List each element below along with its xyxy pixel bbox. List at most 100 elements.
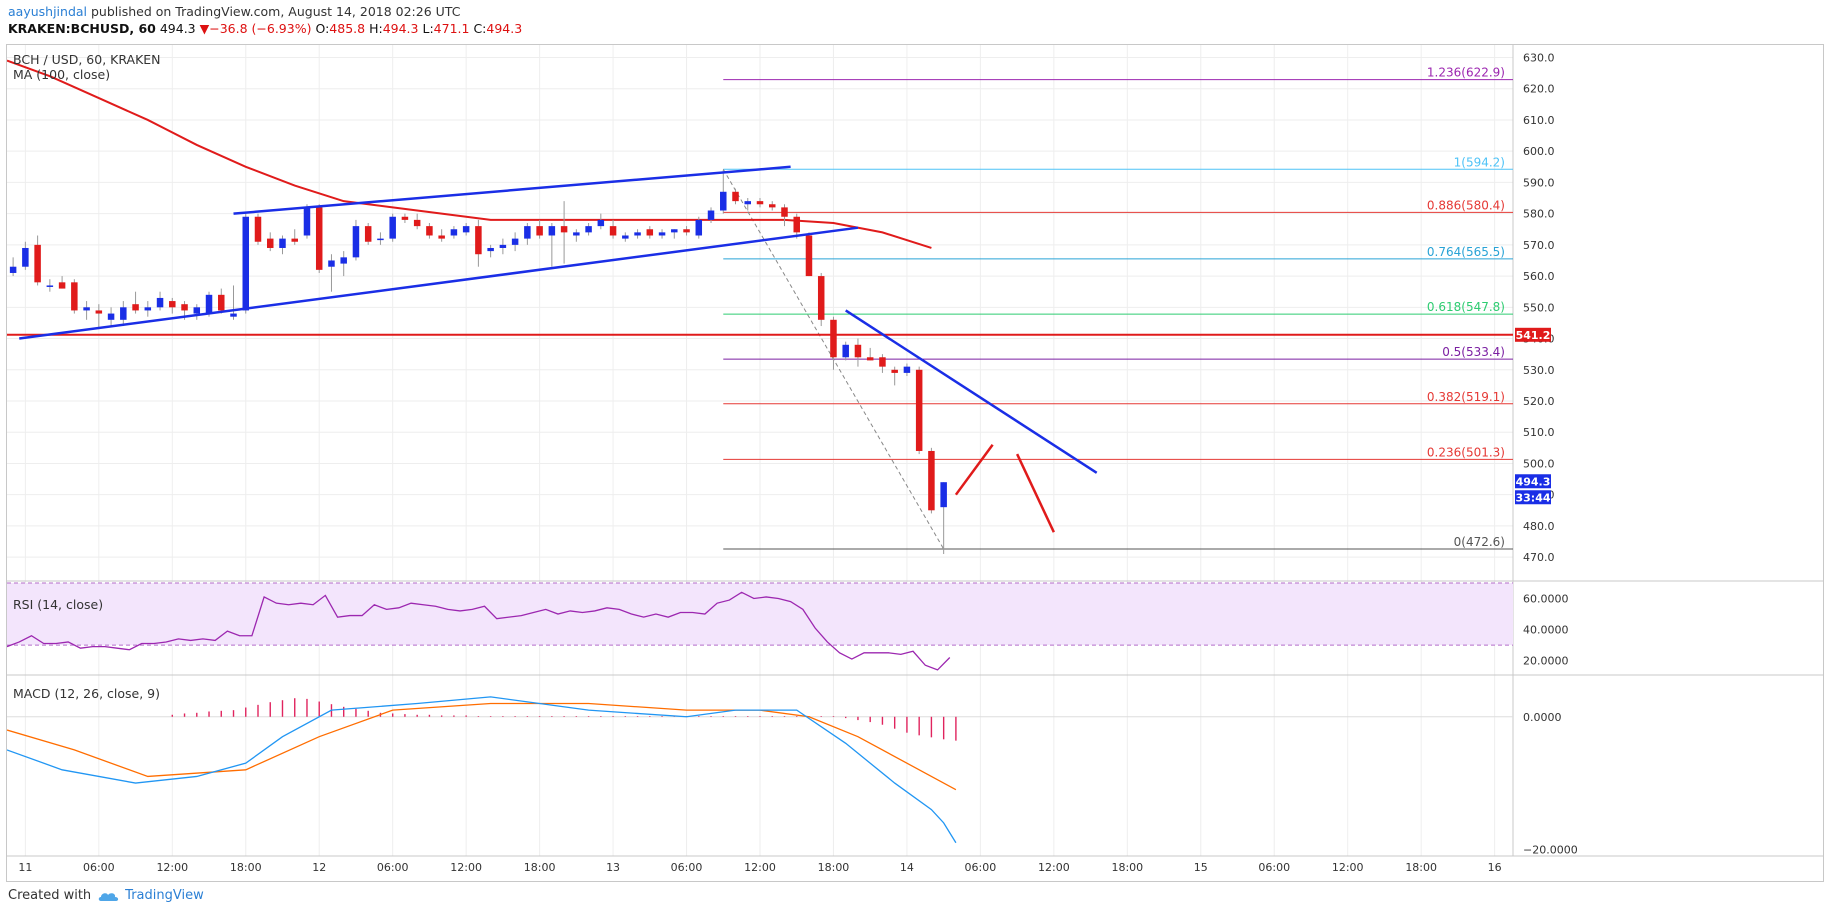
candle-bull [487, 247, 494, 252]
created-with-label: Created with [8, 888, 92, 903]
time-tick-label: 12:00 [450, 861, 482, 874]
candle-bull [707, 210, 715, 220]
high-value: 494.3 [382, 21, 419, 36]
macd-tick-label: −20.0000 [1523, 843, 1578, 856]
candle-bear [683, 229, 690, 233]
candle-bull [352, 226, 360, 258]
rsi-tick-label: 40.0000 [1523, 624, 1569, 637]
low-label: L: [422, 21, 434, 36]
rsi-tick-label: 60.0000 [1523, 593, 1569, 606]
trendline [19, 226, 859, 340]
price-tick-label: 600.0 [1523, 145, 1555, 158]
candle-bear [34, 244, 41, 283]
candle-bear [413, 219, 421, 227]
price-tick-label: 620.0 [1523, 83, 1555, 96]
fib-level-label: 1(594.2) [1454, 155, 1505, 169]
candle-bear [793, 216, 800, 233]
price-tick-label: 470.0 [1523, 551, 1555, 564]
candle-bear [830, 319, 837, 358]
candle-bull [695, 219, 703, 236]
time-tick-label: 06:00 [377, 861, 409, 874]
price-tick-label: 500.0 [1523, 457, 1555, 470]
candle-bull [389, 216, 396, 239]
candle-bull [622, 235, 629, 239]
candle-bull [46, 285, 54, 287]
candle-bear [817, 276, 825, 320]
time-tick-label: 06:00 [671, 861, 703, 874]
rsi-band [7, 583, 1513, 646]
candle-bear [854, 344, 862, 358]
time-tick-label: 12:00 [156, 861, 188, 874]
candle-bull [205, 294, 213, 314]
candle-bear [169, 301, 176, 308]
candle-bear [879, 357, 886, 367]
publication-line: aayushjindal published on TradingView.co… [8, 4, 460, 19]
time-tick-label: 13 [606, 861, 620, 874]
candle-bull [377, 238, 384, 241]
price-tick-label: 530.0 [1523, 364, 1555, 377]
horizontal-level-tag-bg [1515, 327, 1551, 342]
macd-line [7, 696, 957, 844]
last-price: 494.3 [159, 21, 196, 36]
candle-bear [401, 216, 409, 220]
footer: Created with TradingView [8, 888, 204, 903]
candle-bull [524, 226, 531, 239]
countdown-tag: 33:44 [1515, 491, 1550, 504]
tradingview-link[interactable]: TradingView [125, 888, 204, 903]
time-tick-label: 06:00 [83, 861, 115, 874]
candle-bear [266, 238, 274, 248]
candle-bull [842, 344, 849, 358]
rsi-legend: RSI (14, close) [13, 597, 104, 612]
price-tick-label: 570.0 [1523, 239, 1555, 252]
time-tick-label: 15 [1194, 861, 1208, 874]
candle-bear [928, 450, 935, 511]
high-label: H: [369, 21, 383, 36]
fib-level-label: 1.236(622.9) [1427, 66, 1505, 80]
candle-bear [71, 282, 78, 311]
ohlc-line: KRAKEN:BCHUSD, 60 494.3 ▼−36.8 (−6.93%) … [8, 21, 522, 36]
chart-frame[interactable]: 1.236(622.9) 1(594.2) 0.886(580.4) 0.764(56… [6, 44, 1824, 882]
candle-bear [891, 369, 898, 373]
candle-bull [107, 313, 115, 320]
candle-bull [671, 229, 678, 233]
projection-arrow-line [1015, 453, 1055, 533]
chart-canvas[interactable]: 1.236(622.9) 1(594.2) 0.886(580.4) 0.764(56… [7, 45, 1823, 881]
candle-bear [132, 304, 139, 311]
candle-bull [744, 201, 752, 205]
low-value: 471.1 [433, 21, 470, 36]
open-value: 485.8 [329, 21, 366, 36]
price-tick-label: 580.0 [1523, 208, 1555, 221]
time-tick-label: 12:00 [744, 861, 776, 874]
close-label: C: [473, 21, 487, 36]
candle-bear [291, 238, 298, 242]
price-tick-label: 550.0 [1523, 301, 1555, 314]
time-tick-label: 06:00 [965, 861, 997, 874]
time-tick-label: 18:00 [1405, 861, 1437, 874]
author-link[interactable]: aayushjindal [8, 4, 88, 19]
candle-bull [462, 226, 470, 233]
projection-arrow-line [954, 443, 994, 496]
candle-bear [254, 216, 262, 242]
time-tick-label: 18:00 [1111, 861, 1143, 874]
fib-level-label: 0(472.6) [1454, 535, 1505, 549]
price-tick-label: 610.0 [1523, 114, 1555, 127]
price-tick-label: 510.0 [1523, 426, 1555, 439]
time-tick-label: 18:00 [818, 861, 850, 874]
candle-bear [732, 191, 739, 202]
candle-bear [58, 282, 66, 289]
candle-bull [193, 307, 201, 314]
price-tick-label: 560.0 [1523, 270, 1555, 283]
fib-level-label: 0.236(501.3) [1427, 445, 1505, 459]
candle-bull [658, 232, 666, 236]
time-tick-label: 16 [1488, 861, 1502, 874]
fib-level-label: 0.886(580.4) [1427, 198, 1505, 212]
candle-bull [585, 226, 592, 233]
candle-bull [720, 191, 727, 211]
time-tick-label: 12:00 [1038, 861, 1070, 874]
candle-bull [634, 232, 641, 236]
rsi-tick-label: 20.0000 [1523, 655, 1569, 668]
candle-bull [120, 307, 127, 320]
candle-bear [315, 207, 323, 270]
candle-bear [756, 201, 764, 205]
price-tick-label: 590.0 [1523, 176, 1555, 189]
